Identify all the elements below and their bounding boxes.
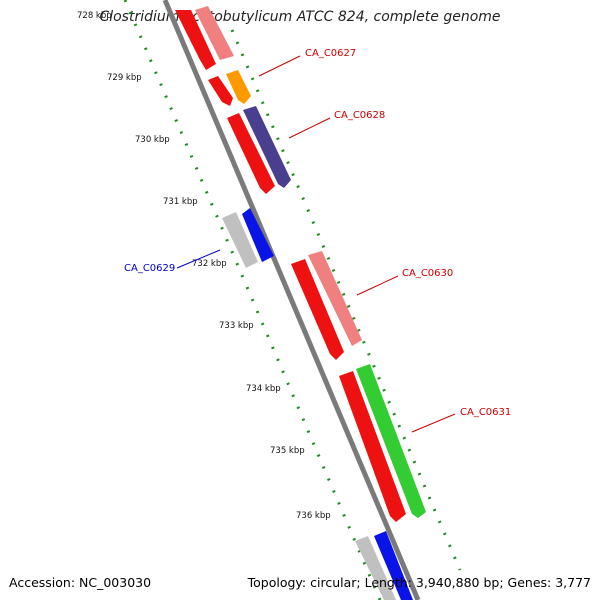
gene-label-CA_C0630[interactable]: CA_C0630 bbox=[402, 268, 453, 279]
leader-CA_C0628 bbox=[288, 117, 331, 139]
gene-block-CA_C0629-blue[interactable] bbox=[242, 208, 274, 262]
tick-label-730: 730 kbp bbox=[135, 135, 170, 145]
tick-track-left bbox=[123, 0, 382, 600]
tick-label-728: 728 kbp bbox=[77, 11, 112, 21]
leader-CA_C0631 bbox=[411, 413, 456, 433]
tick-label-736: 736 kbp bbox=[296, 511, 331, 521]
gene-block-CA_C0627-orange[interactable] bbox=[226, 70, 251, 104]
tick-label-732: 732 kbp bbox=[192, 259, 227, 269]
gene-block-CA_C0630-red[interactable] bbox=[291, 259, 344, 360]
gene-label-CA_C0629[interactable]: CA_C0629 bbox=[124, 263, 175, 274]
leader-CA_C0629 bbox=[176, 249, 221, 269]
gene-block-CA_C0630-pink[interactable] bbox=[308, 251, 362, 346]
gene-block-CA_C0629-gray[interactable] bbox=[222, 212, 258, 268]
tick-label-735: 735 kbp bbox=[270, 446, 305, 456]
gene-block-CA_C0627-red[interactable] bbox=[208, 76, 233, 106]
gene-block-CA_C0628-red[interactable] bbox=[227, 113, 275, 194]
tick-track-left-line bbox=[123, 0, 382, 600]
gene-block-CA_C0628-purple[interactable] bbox=[243, 106, 291, 188]
gene-label-CA_C0631[interactable]: CA_C0631 bbox=[460, 407, 511, 418]
gene-label-CA_C0627[interactable]: CA_C0627 bbox=[305, 48, 356, 59]
tick-label-731: 731 kbp bbox=[163, 197, 198, 207]
topology-text: Topology: circular; Length: 3,940,880 bp… bbox=[247, 575, 591, 590]
gene-block-top-pink[interactable] bbox=[195, 6, 234, 60]
tick-label-734: 734 kbp bbox=[246, 384, 281, 394]
tick-label-733: 733 kbp bbox=[219, 321, 254, 331]
tick-label-729: 729 kbp bbox=[107, 73, 142, 83]
gene-block-CA_C0631-red[interactable] bbox=[339, 371, 406, 522]
gene-label-CA_C0628[interactable]: CA_C0628 bbox=[334, 110, 385, 121]
gene-block-top-red[interactable] bbox=[175, 10, 216, 70]
gene-block-bottom-gray[interactable] bbox=[355, 536, 396, 600]
accession-text: Accession: NC_003030 bbox=[9, 575, 152, 590]
gene-block-bottom-blue[interactable] bbox=[374, 531, 413, 600]
leader-CA_C0627 bbox=[258, 55, 301, 77]
leader-CA_C0630 bbox=[356, 275, 399, 296]
gene-block-CA_C0631-green[interactable] bbox=[356, 364, 426, 518]
genome-backbone bbox=[162, 0, 421, 600]
